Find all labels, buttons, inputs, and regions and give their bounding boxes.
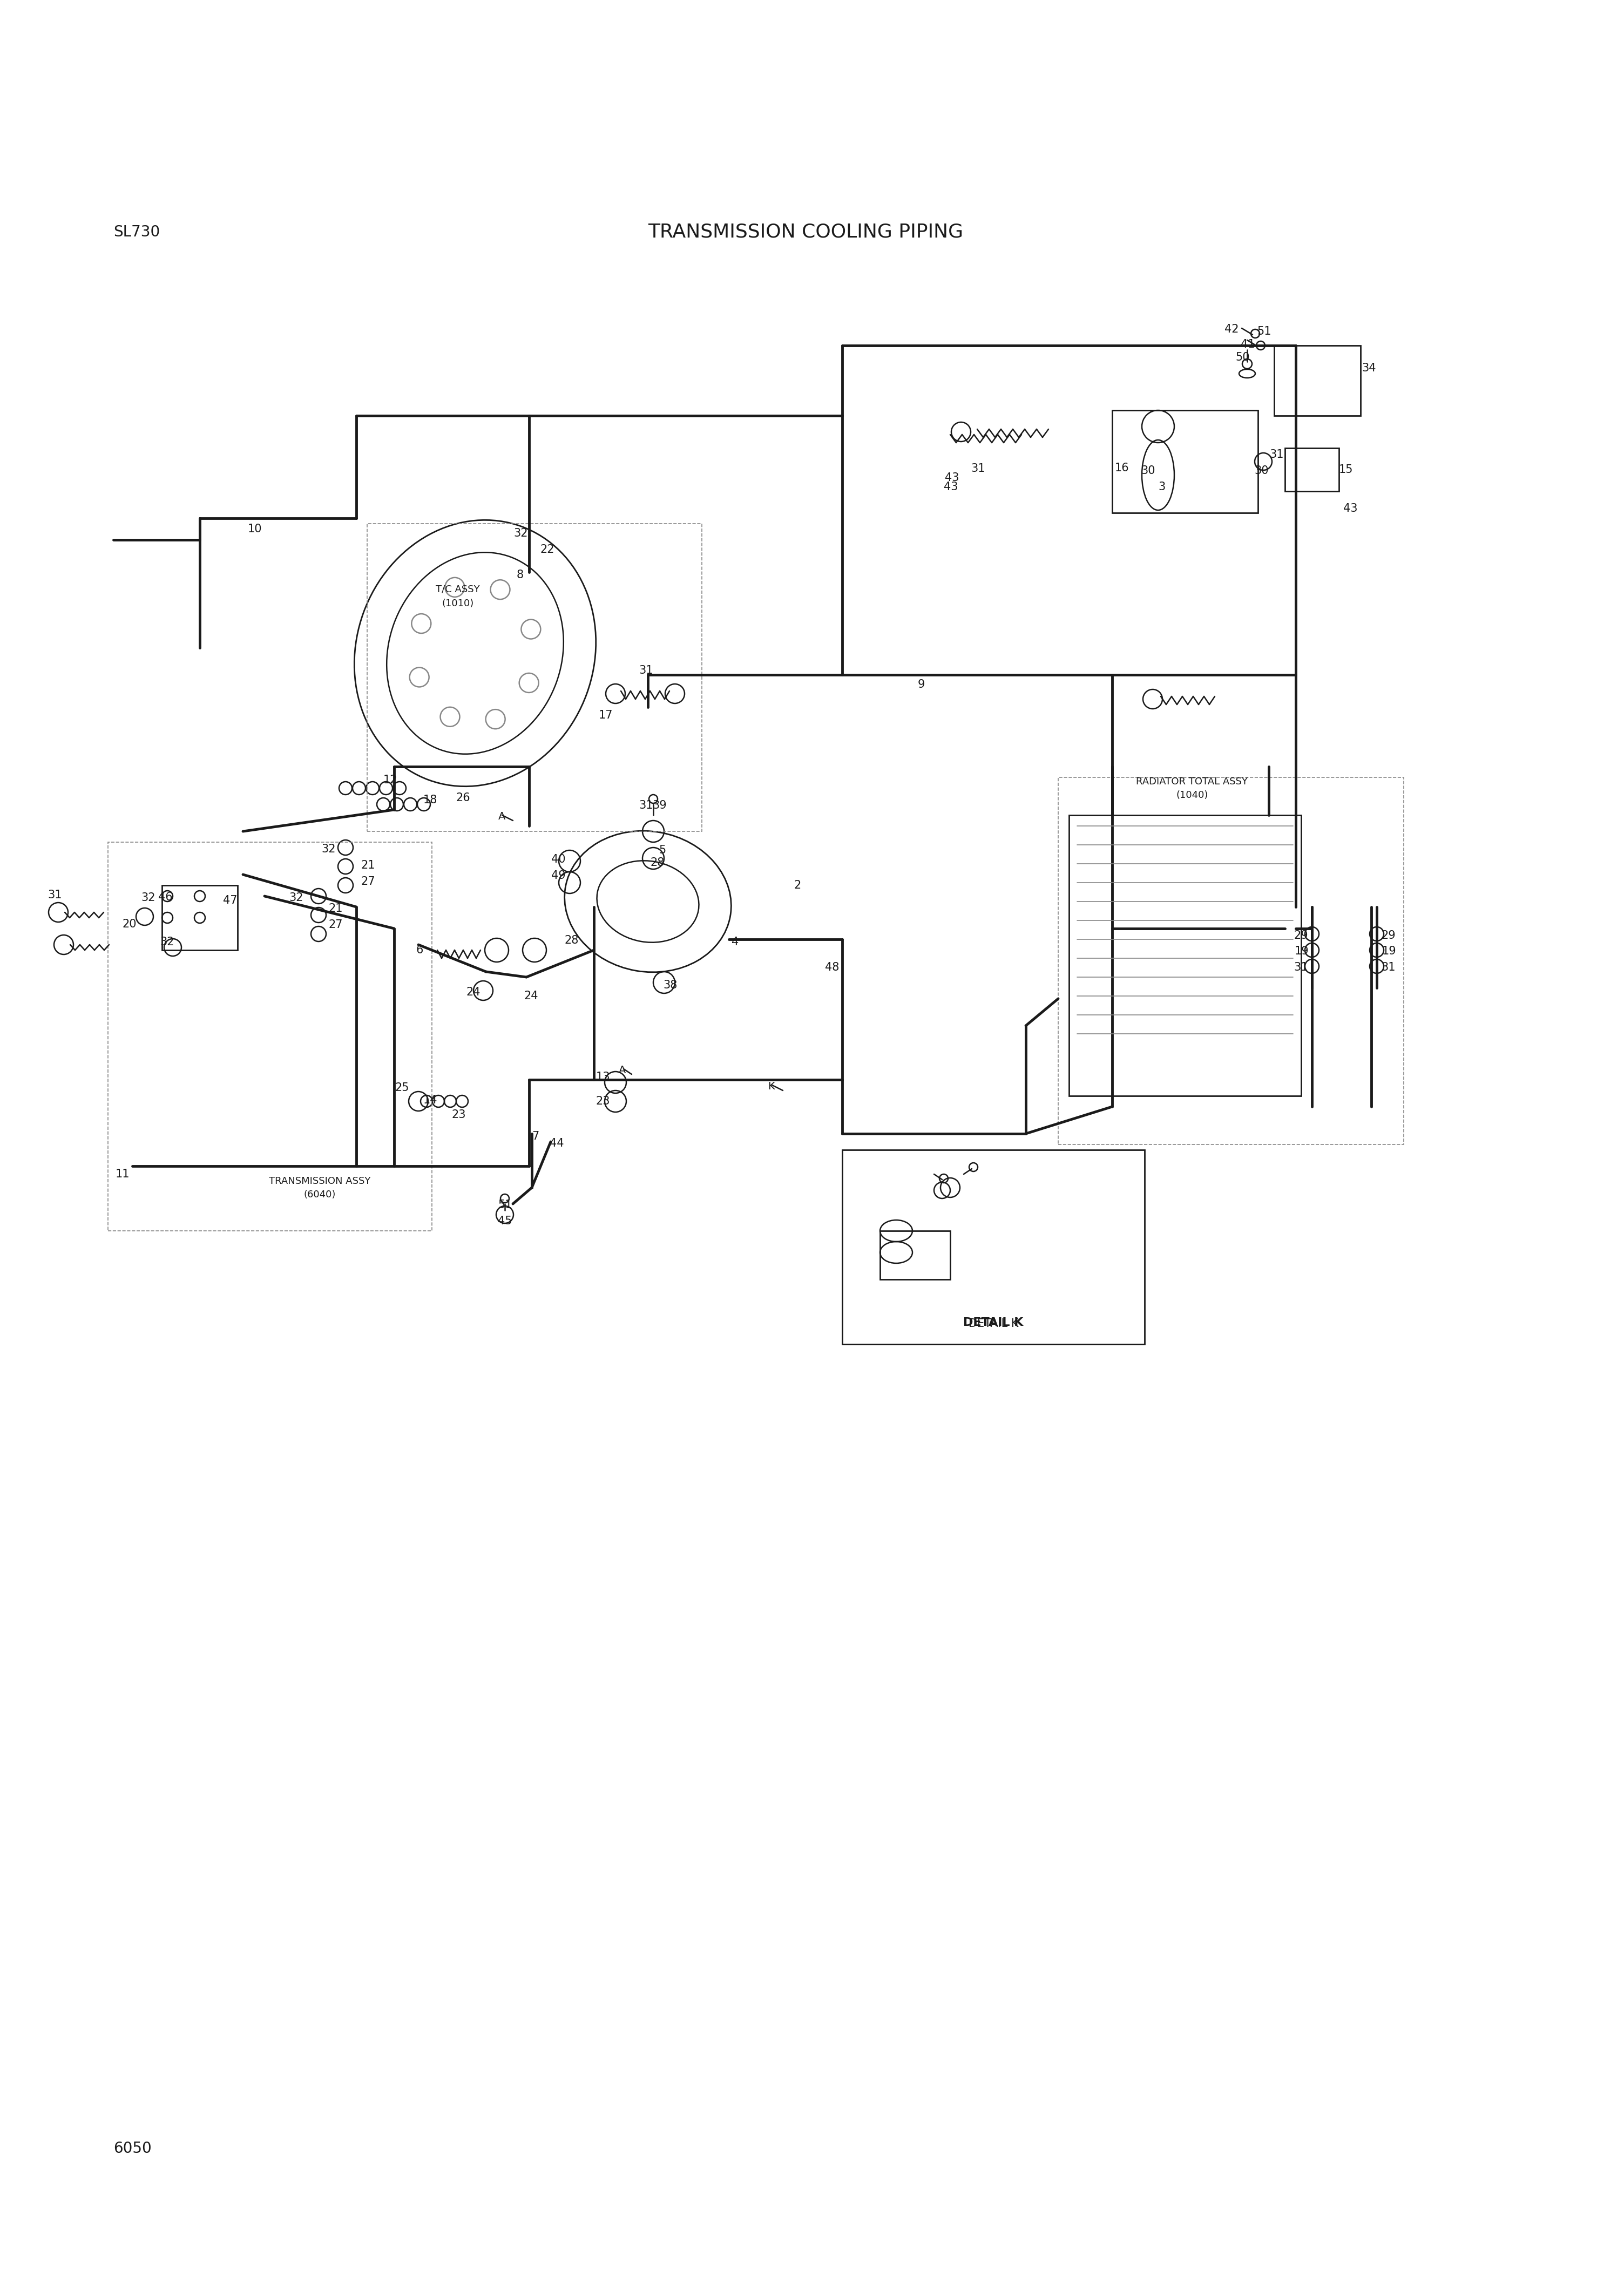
- Bar: [1285, 449, 1338, 492]
- Text: 20: 20: [122, 918, 136, 930]
- Text: 25: 25: [395, 1083, 409, 1092]
- Text: 24: 24: [466, 987, 481, 998]
- Text: 30: 30: [1254, 465, 1268, 476]
- Text: 49: 49: [552, 870, 565, 882]
- Text: 12: 12: [383, 774, 398, 785]
- Text: 31: 31: [1270, 449, 1285, 460]
- Text: 32: 32: [141, 893, 156, 902]
- Text: 29: 29: [1294, 930, 1307, 941]
- Text: 50: 50: [1236, 353, 1249, 362]
- Text: 3: 3: [1158, 481, 1166, 492]
- Text: 39: 39: [653, 799, 666, 811]
- Text: 5: 5: [659, 845, 666, 856]
- Text: 51: 51: [499, 1200, 512, 1211]
- Text: 18: 18: [424, 795, 437, 806]
- Text: 46: 46: [158, 891, 172, 902]
- Text: 44: 44: [549, 1138, 564, 1150]
- Text: 19: 19: [1294, 946, 1309, 957]
- Text: T/C ASSY: T/C ASSY: [435, 584, 479, 595]
- Text: 23: 23: [451, 1108, 466, 1120]
- Text: 22: 22: [539, 545, 554, 554]
- Text: 16: 16: [1116, 463, 1129, 474]
- Text: 23: 23: [596, 1097, 611, 1106]
- Text: TRANSMISSION ASSY: TRANSMISSION ASSY: [268, 1177, 370, 1186]
- Bar: [1059, 776, 1403, 1145]
- Bar: [843, 1150, 1145, 1344]
- Text: 38: 38: [663, 980, 677, 992]
- Text: 17: 17: [599, 710, 612, 721]
- Bar: [880, 1230, 950, 1280]
- Text: 6: 6: [416, 946, 422, 955]
- Text: RADIATOR TOTAL ASSY: RADIATOR TOTAL ASSY: [1137, 776, 1247, 785]
- Text: DETAIL K: DETAIL K: [963, 1317, 1023, 1328]
- Text: 9: 9: [918, 680, 926, 689]
- Bar: [162, 886, 237, 950]
- Text: 27: 27: [361, 877, 375, 886]
- Bar: [1275, 346, 1361, 417]
- Text: (6040): (6040): [304, 1191, 336, 1200]
- Text: A: A: [499, 811, 505, 822]
- Text: DETAIL K: DETAIL K: [968, 1319, 1018, 1328]
- Text: 31: 31: [47, 889, 62, 900]
- Text: K: K: [768, 1081, 775, 1092]
- Text: 2: 2: [794, 879, 801, 891]
- Text: 8: 8: [516, 570, 523, 579]
- Text: 48: 48: [825, 962, 840, 973]
- Bar: [1112, 410, 1259, 513]
- Text: 32: 32: [289, 893, 304, 902]
- Text: 32: 32: [322, 843, 336, 854]
- Text: (1010): (1010): [442, 598, 474, 609]
- Text: 31: 31: [638, 664, 653, 676]
- Text: 31: 31: [971, 463, 986, 474]
- Text: TRANSMISSION COOLING PIPING: TRANSMISSION COOLING PIPING: [648, 222, 963, 240]
- Text: SL730: SL730: [114, 224, 159, 240]
- Text: A: A: [619, 1065, 627, 1074]
- Bar: [107, 843, 432, 1230]
- Text: 21: 21: [328, 902, 343, 914]
- Text: 15: 15: [1338, 465, 1353, 474]
- Text: 31: 31: [1294, 962, 1307, 973]
- Text: 31: 31: [638, 799, 653, 811]
- Text: 10: 10: [247, 524, 261, 534]
- Text: 27: 27: [328, 918, 343, 930]
- Bar: [367, 524, 702, 831]
- Text: 47: 47: [222, 895, 237, 907]
- Text: 45: 45: [499, 1216, 512, 1227]
- Text: 14: 14: [422, 1095, 437, 1106]
- Text: 6050: 6050: [114, 2141, 151, 2157]
- Bar: [1069, 815, 1301, 1097]
- Text: 28: 28: [651, 856, 664, 868]
- Text: 4: 4: [731, 937, 739, 948]
- Text: 40: 40: [552, 854, 565, 866]
- Text: (1040): (1040): [1176, 790, 1208, 799]
- Text: 13: 13: [596, 1072, 611, 1083]
- Text: 30: 30: [1142, 465, 1155, 476]
- Text: 26: 26: [456, 792, 471, 804]
- Text: 29: 29: [1380, 930, 1395, 941]
- Text: 7: 7: [531, 1131, 539, 1143]
- Text: 32: 32: [513, 529, 528, 538]
- Text: 24: 24: [523, 992, 538, 1001]
- Text: 42: 42: [1224, 323, 1239, 334]
- Text: 28: 28: [565, 934, 578, 946]
- Text: 19: 19: [1382, 946, 1397, 957]
- Text: 11: 11: [115, 1168, 130, 1179]
- Text: 31: 31: [1380, 962, 1395, 973]
- Text: 41: 41: [1241, 339, 1255, 350]
- Text: 51: 51: [1257, 325, 1272, 337]
- Text: 34: 34: [1361, 362, 1376, 373]
- Text: 32: 32: [161, 937, 174, 948]
- Text: 43: 43: [945, 472, 960, 483]
- Text: 43: 43: [1343, 504, 1358, 513]
- Text: 21: 21: [361, 861, 375, 870]
- Text: 43: 43: [944, 481, 958, 492]
